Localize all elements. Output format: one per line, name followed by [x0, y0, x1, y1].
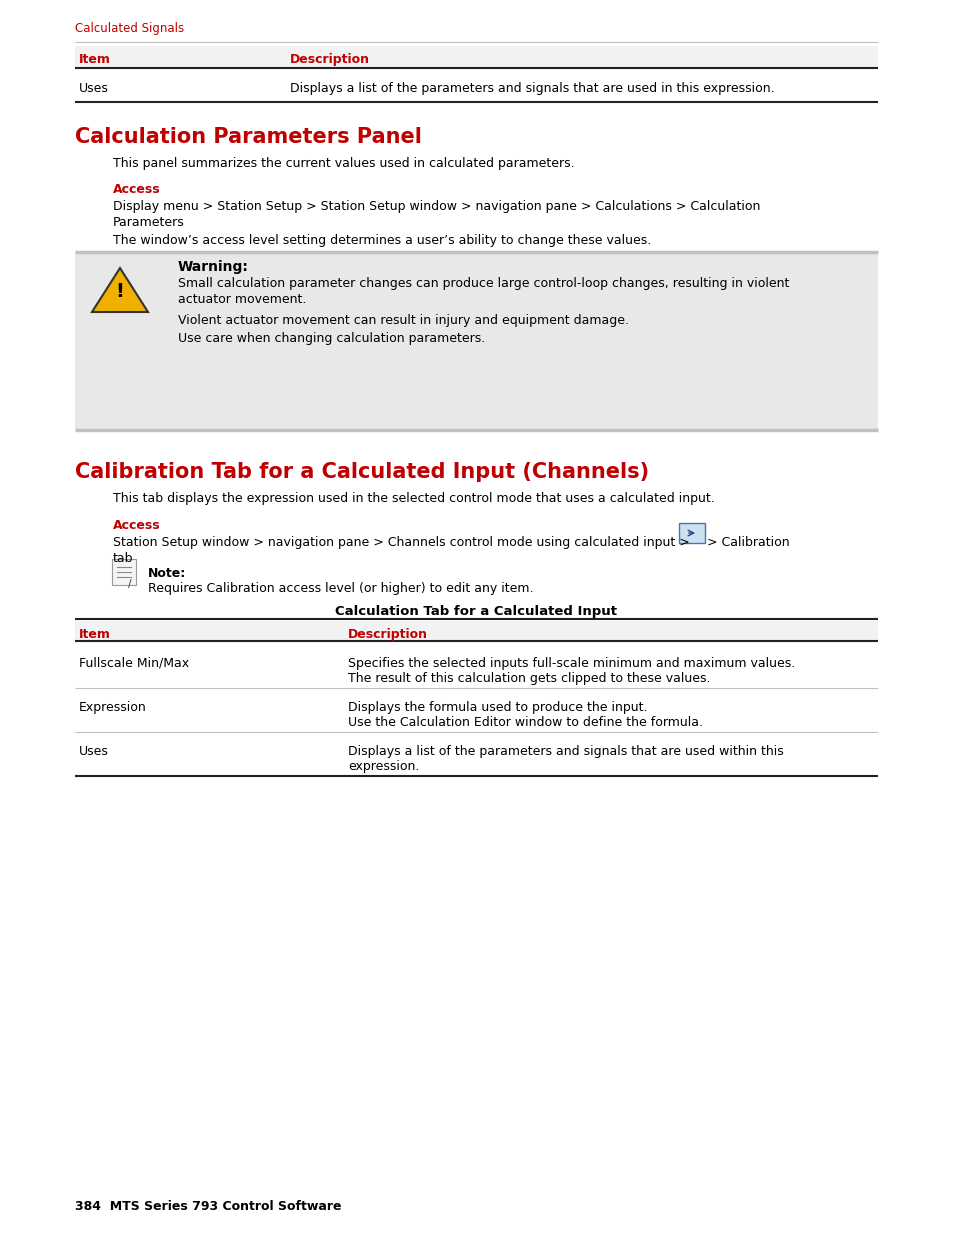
Text: > Calibration: > Calibration — [706, 536, 789, 550]
Text: Uses: Uses — [79, 745, 109, 758]
Text: Uses: Uses — [79, 82, 109, 95]
Text: Use care when changing calculation parameters.: Use care when changing calculation param… — [178, 332, 485, 345]
Text: Description: Description — [348, 629, 428, 641]
Text: Displays the formula used to produce the input.: Displays the formula used to produce the… — [348, 701, 647, 714]
Text: Requires Calibration access level (or higher) to edit any item.: Requires Calibration access level (or hi… — [148, 582, 533, 595]
Text: Parameters: Parameters — [112, 216, 185, 228]
Text: Calibration Tab for a Calculated Input (Channels): Calibration Tab for a Calculated Input (… — [75, 462, 648, 482]
Text: Access: Access — [112, 519, 160, 532]
Text: Calculated Signals: Calculated Signals — [75, 22, 184, 35]
Text: This panel summarizes the current values used in calculated parameters.: This panel summarizes the current values… — [112, 157, 574, 170]
Text: Description: Description — [290, 53, 370, 65]
Text: Calculation Tab for a Calculated Input: Calculation Tab for a Calculated Input — [335, 605, 617, 618]
Text: Item: Item — [79, 629, 111, 641]
Text: Access: Access — [112, 183, 160, 196]
Text: Warning:: Warning: — [178, 261, 249, 274]
Text: Violent actuator movement can result in injury and equipment damage.: Violent actuator movement can result in … — [178, 314, 628, 327]
Text: The window’s access level setting determines a user’s ability to change these va: The window’s access level setting determ… — [112, 233, 651, 247]
FancyBboxPatch shape — [75, 621, 877, 641]
Text: !: ! — [115, 282, 124, 301]
Text: Fullscale Min/Max: Fullscale Min/Max — [79, 657, 189, 671]
Text: Small calculation parameter changes can produce large control-loop changes, resu: Small calculation parameter changes can … — [178, 277, 788, 290]
FancyBboxPatch shape — [75, 253, 877, 429]
Text: Display menu > Station Setup > Station Setup window > navigation pane > Calculat: Display menu > Station Setup > Station S… — [112, 200, 760, 212]
Text: Item: Item — [79, 53, 111, 65]
Text: Station Setup window > navigation pane > Channels control mode using calculated : Station Setup window > navigation pane >… — [112, 536, 689, 550]
FancyBboxPatch shape — [679, 522, 704, 543]
FancyBboxPatch shape — [75, 46, 877, 68]
Text: Use the Calculation Editor window to define the formula.: Use the Calculation Editor window to def… — [348, 716, 702, 729]
Text: Expression: Expression — [79, 701, 147, 714]
Text: actuator movement.: actuator movement. — [178, 293, 306, 306]
Text: tab: tab — [112, 552, 133, 564]
Text: /: / — [128, 579, 132, 589]
Text: Note:: Note: — [148, 567, 186, 580]
Text: expression.: expression. — [348, 760, 419, 773]
FancyBboxPatch shape — [112, 559, 136, 585]
Text: Displays a list of the parameters and signals that are used in this expression.: Displays a list of the parameters and si… — [290, 82, 774, 95]
Polygon shape — [91, 268, 148, 312]
Text: 384  MTS Series 793 Control Software: 384 MTS Series 793 Control Software — [75, 1200, 341, 1213]
Text: Calculation Parameters Panel: Calculation Parameters Panel — [75, 127, 421, 147]
Text: This tab displays the expression used in the selected control mode that uses a c: This tab displays the expression used in… — [112, 492, 714, 505]
Text: Specifies the selected inputs full-scale minimum and maximum values.: Specifies the selected inputs full-scale… — [348, 657, 795, 671]
Text: The result of this calculation gets clipped to these values.: The result of this calculation gets clip… — [348, 672, 710, 685]
Text: Displays a list of the parameters and signals that are used within this: Displays a list of the parameters and si… — [348, 745, 783, 758]
